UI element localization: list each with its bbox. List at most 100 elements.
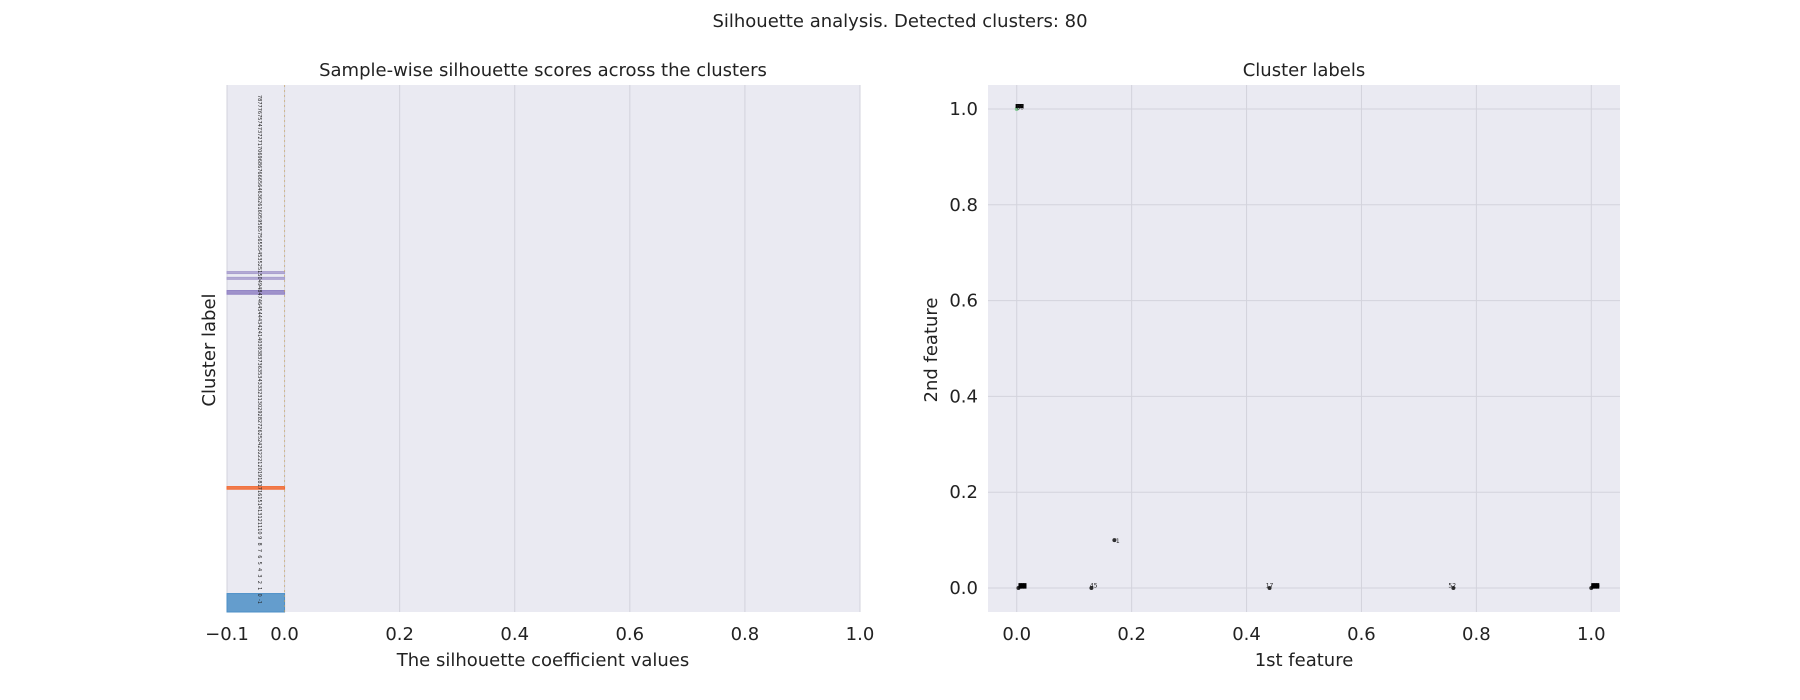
cluster-center-label: 80 [1016,105,1024,112]
silhouette-xtick-label: 0.4 [500,624,529,645]
cluster-label-text: 47 [256,292,262,298]
cluster-label-text: 0 [256,593,262,596]
cluster-label-text: 72 [256,133,262,139]
silhouette-xtick-label: 0.6 [615,624,644,645]
cluster-label-text: 22 [256,452,262,458]
cluster-center-label: -1 [1114,538,1120,545]
cluster-label-text: 50 [256,273,262,279]
cluster-label-text: 42 [256,324,262,330]
cluster-label-text: 43 [256,318,262,324]
cluster-label-text: 54 [256,248,262,254]
silhouette-band [226,486,286,490]
cluster-label-text: 55 [256,242,262,248]
cluster-label-text: 76 [256,108,262,114]
cluster-label-text: 9 [256,536,262,539]
cluster-label-text: 35 [256,369,262,375]
cluster-label-text: 31 [256,394,262,400]
cluster-center-label-mark [1015,104,1019,109]
cluster-label-text: 73 [256,127,262,133]
cluster-label-text: 20 [256,464,262,470]
cluster-label-text: 5 [256,562,262,565]
scatter-xtick-label: 0.2 [1117,624,1146,645]
cluster-label-text: 11 [256,522,262,528]
cluster-label-text: 33 [256,382,262,388]
cluster-label-text: 65 [256,178,262,184]
cluster-label-text: 46 [256,299,262,305]
scatter-xtick-label: 1.0 [1577,624,1606,645]
cluster-label-text: 36 [256,363,262,369]
cluster-label-text: 18 [256,477,262,483]
cluster-label-text: -1 [256,599,262,604]
cluster-label-text: 16 [256,490,262,496]
cluster-label-text: 48 [256,286,262,292]
cluster-label-text: 4 [256,568,262,571]
cluster-label-text: 8 [256,543,262,546]
cluster-label-text: 66 [256,171,262,177]
cluster-center-label-mark [1593,584,1597,589]
cluster-label-text: 68 [256,159,262,165]
cluster-label-text: 39 [256,343,262,349]
scatter-point [1112,538,1117,543]
cluster-label-text: 1 [256,587,262,590]
cluster-label-text: 34 [256,375,262,381]
silhouette-band [226,276,286,280]
cluster-label-text: 41 [256,331,262,337]
cluster-label-text: 40 [256,337,262,343]
silhouette-xtick-label: 1.0 [846,624,875,645]
cluster-label-text: 29 [256,407,262,413]
cluster-center-label-mark [1018,584,1022,589]
cluster-center-label-mark [1596,584,1600,589]
cluster-label-text: 59 [256,216,262,222]
scatter-plot-title: Cluster labels [1243,60,1366,81]
cluster-label-text: 70 [256,146,262,152]
cluster-label-text: 63 [256,191,262,197]
cluster-label-text: 38 [256,350,262,356]
silhouette-xtick-label: 0.2 [385,624,414,645]
scatter-plot-ylabel: 2nd feature [921,298,942,403]
cluster-label-text: 51 [256,267,262,273]
cluster-label-text: 10 [256,528,262,534]
cluster-label-text: 49 [256,280,262,286]
cluster-label-text: 3 [256,574,262,577]
cluster-label-text: 78 [256,95,262,101]
scatter-xtick-label: 0.8 [1462,624,1491,645]
cluster-center-label: 45 [1090,583,1098,590]
cluster-label-text: 61 [256,203,262,209]
cluster-center-label: 17 [1266,583,1274,590]
cluster-label-text: 77 [256,101,262,107]
silhouette-band [226,593,286,613]
cluster-label-text: 15 [256,496,262,502]
cluster-label-text: 60 [256,210,262,216]
cluster-label-text: 44 [256,312,262,318]
cluster-label-text: 2 [256,581,262,584]
silhouette-plot-xlabel: The silhouette coefficient values [396,650,689,671]
cluster-label-text: 28 [256,414,262,420]
scatter-ytick-label: 0.8 [949,195,978,216]
cluster-center-label-mark [1020,104,1024,109]
cluster-label-text: 32 [256,388,262,394]
cluster-label-text: 25 [256,433,262,439]
cluster-label-text: 37 [256,356,262,362]
cluster-label-text: 56 [256,235,262,241]
silhouette-xtick-label: −0.1 [205,624,249,645]
cluster-label-text: 27 [256,420,262,426]
cluster-label-text: 45 [256,305,262,311]
cluster-label-text: 64 [256,184,262,190]
cluster-label-text: 7 [256,549,262,552]
cluster-label-text: 13 [256,509,262,515]
cluster-label-text: 30 [256,401,262,407]
scatter-plot-area [988,85,1620,612]
cluster-label-text: 67 [256,165,262,171]
scatter-plot: Cluster labels 1st feature 2nd feature 8… [921,60,1620,671]
scatter-point [1267,586,1272,591]
cluster-label-text: 74 [256,120,262,126]
cluster-label-text: 17 [256,484,262,490]
cluster-label-text: 14 [256,503,262,509]
silhouette-xtick-label: 0.0 [270,624,299,645]
cluster-label-text: 24 [256,439,262,445]
scatter-ytick-label: 0.2 [949,482,978,503]
cluster-center-label: 52 [1448,583,1456,590]
cluster-label-text: 75 [256,114,262,120]
silhouette-band [226,290,286,295]
